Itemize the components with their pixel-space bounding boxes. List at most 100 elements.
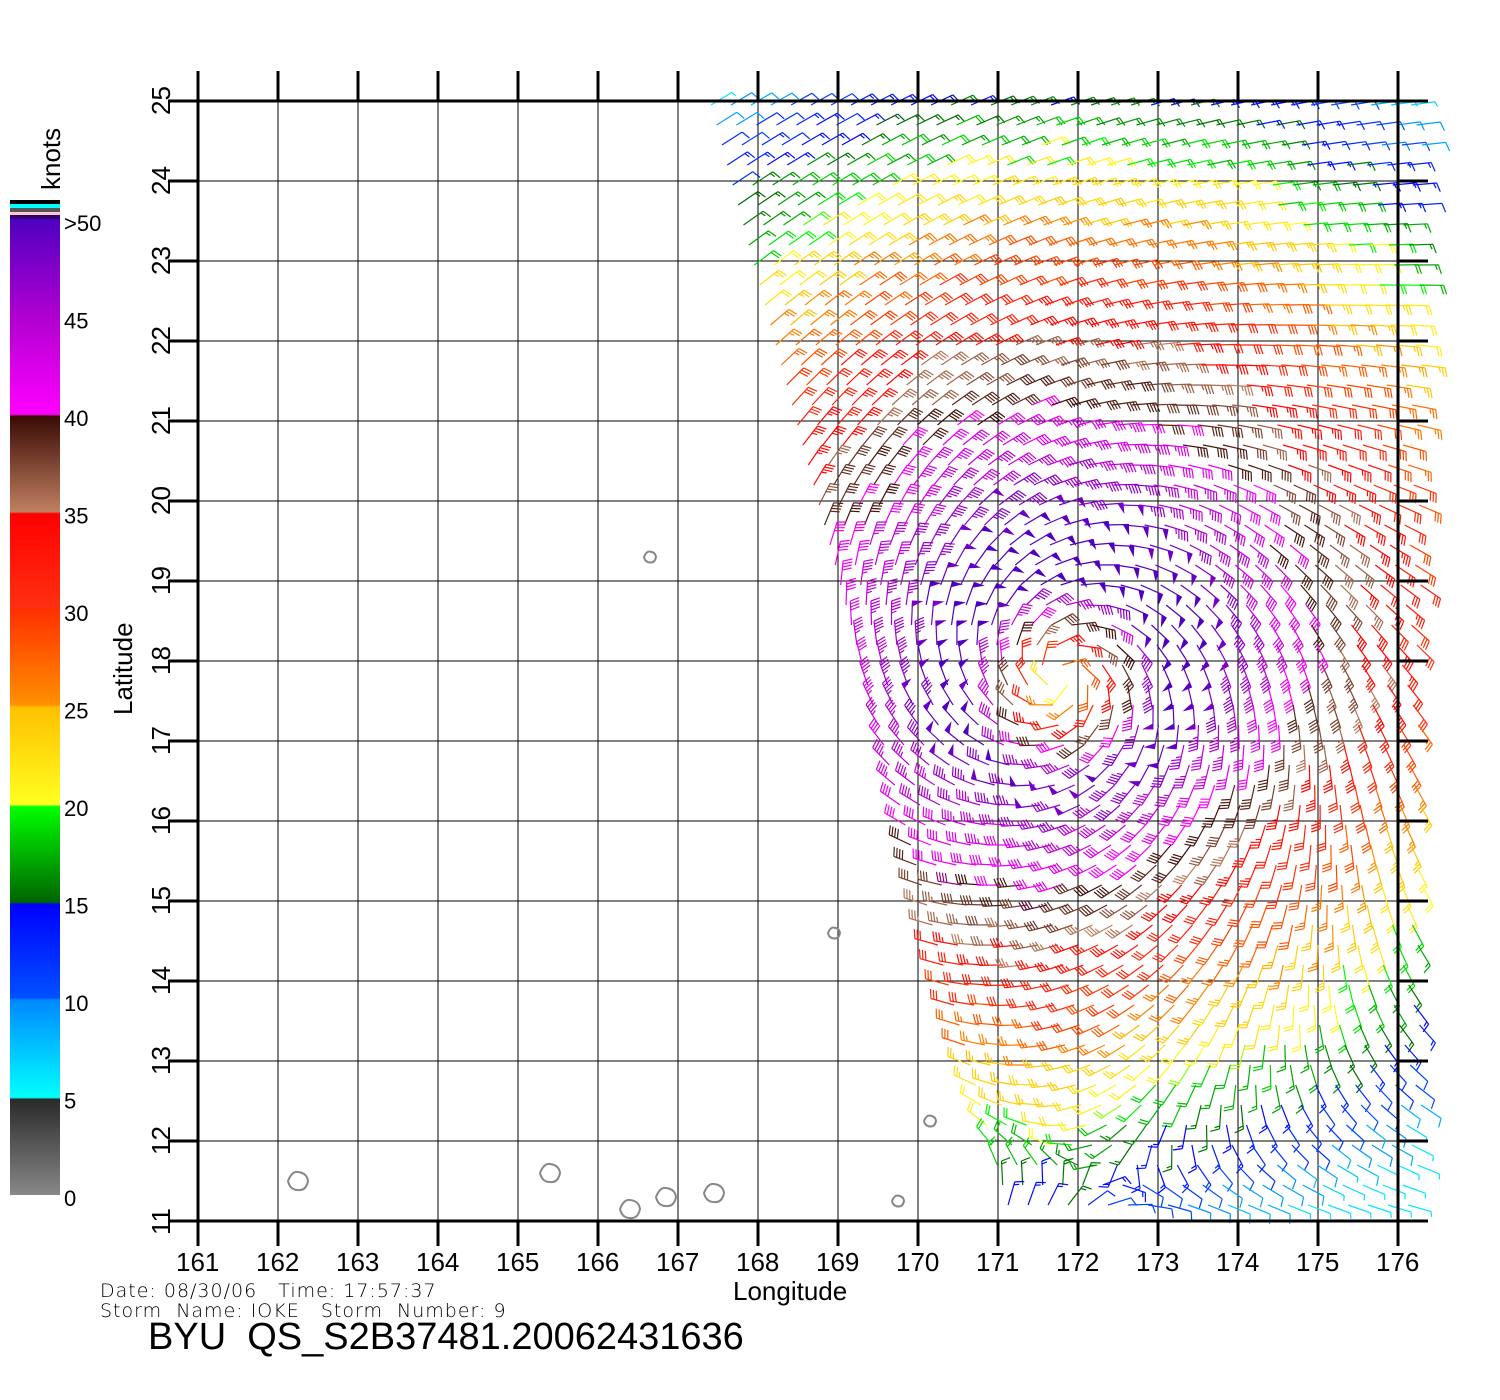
wind-barb	[1273, 484, 1297, 505]
wind-barb	[1075, 724, 1099, 745]
wind-barb	[1078, 744, 1105, 764]
wind-barb-flag	[1141, 723, 1154, 730]
wind-barb	[1408, 464, 1432, 482]
wind-barb	[1278, 504, 1301, 526]
wind-barb	[1050, 316, 1080, 327]
wind-barb	[1037, 415, 1067, 427]
wind-barb	[1037, 196, 1067, 206]
wind-barb	[1260, 584, 1278, 612]
wind-barb	[726, 151, 756, 166]
wind-barb	[1196, 1164, 1212, 1193]
wind-barb	[974, 254, 1003, 266]
wind-barb	[1311, 884, 1323, 913]
wind-barb	[1248, 241, 1278, 252]
wind-barb	[1128, 464, 1156, 475]
wind-barb	[1081, 136, 1111, 147]
wind-barb	[964, 293, 994, 306]
wind-barb	[1023, 920, 1053, 932]
colorbar-label: 40	[64, 406, 88, 431]
wind-barb	[1274, 262, 1303, 273]
wind-barb	[954, 253, 983, 266]
wind-barb	[869, 521, 887, 546]
wind-barb	[1298, 201, 1327, 212]
wind-barb	[890, 597, 901, 626]
wind-barb	[1268, 242, 1298, 252]
wind-barb	[1418, 202, 1447, 213]
wind-barb	[1017, 195, 1047, 206]
wind-barb-flag	[1143, 742, 1156, 750]
wind-barb	[988, 772, 1015, 786]
wind-barb	[1322, 764, 1333, 794]
wind-barb	[1021, 1058, 1051, 1069]
wind-barb-flag	[1072, 556, 1083, 567]
wind-barb	[764, 289, 793, 306]
wind-barb	[1346, 1124, 1365, 1150]
wind-barb	[1391, 624, 1409, 651]
wind-barb-flag	[1045, 532, 1057, 543]
wind-barb	[1130, 320, 1160, 331]
wind-barb	[1355, 804, 1366, 834]
wind-barb	[903, 212, 932, 226]
wind-barb	[1314, 564, 1334, 591]
wind-barb	[922, 806, 946, 826]
colorbar-label: 30	[64, 601, 88, 626]
wind-barb	[1017, 413, 1047, 426]
wind-barb	[827, 444, 852, 466]
wind-barb	[872, 172, 902, 186]
wind-barb	[1135, 1144, 1153, 1170]
wind-barb	[1005, 1136, 1018, 1166]
wind-barb-flag	[958, 658, 969, 669]
wind-barb	[898, 483, 921, 506]
wind-barb	[1061, 764, 1090, 779]
wind-barb-flag	[957, 638, 969, 648]
wind-barb	[1382, 964, 1393, 994]
wind-barb	[1195, 343, 1224, 354]
wind-barb	[1317, 744, 1329, 774]
wind-barb	[1130, 864, 1157, 883]
wind-barb	[1341, 664, 1355, 694]
wind-barb	[994, 254, 1024, 266]
wind-barb	[1142, 684, 1153, 714]
wind-barb	[1185, 1104, 1202, 1130]
wind-barb	[843, 502, 864, 526]
wind-barb	[1185, 984, 1210, 1006]
y-tick-label: 15	[146, 886, 176, 915]
wind-barb	[1093, 1104, 1122, 1119]
wind-barb	[908, 232, 938, 246]
wind-barb	[1238, 200, 1267, 211]
wind-barb-flag	[947, 743, 954, 757]
wind-barbs	[710, 91, 1451, 1224]
wind-barb	[1337, 424, 1363, 441]
wind-barb	[921, 133, 951, 146]
wind-barb	[939, 272, 969, 286]
wind-barb	[876, 113, 906, 126]
wind-barb	[1357, 424, 1383, 441]
x-tick-label: 166	[576, 1247, 619, 1277]
wind-barb	[1316, 824, 1327, 853]
wind-barb	[1356, 644, 1372, 673]
y-tick-label: 13	[146, 1046, 176, 1075]
wind-barb-flag	[1047, 784, 1059, 796]
wind-barb	[1239, 282, 1268, 293]
wind-barb	[1236, 644, 1249, 674]
wind-barb	[1405, 304, 1433, 316]
wind-barb	[1303, 684, 1315, 714]
wind-barb	[821, 132, 851, 146]
wind-barb	[1364, 524, 1386, 547]
wind-barb-flag	[1172, 571, 1179, 585]
island-outline	[286, 1170, 310, 1192]
wind-barb	[997, 195, 1027, 206]
wind-barb	[1268, 464, 1292, 483]
wind-barb	[942, 428, 970, 446]
wind-barb-flag	[1014, 797, 1023, 809]
wind-barb	[1146, 924, 1173, 943]
wind-barb	[1235, 344, 1264, 355]
wind-barb	[1121, 664, 1135, 694]
wind-barb	[981, 725, 1005, 746]
wind-barb	[1308, 242, 1337, 253]
wind-barb	[1133, 1024, 1160, 1042]
wind-barb	[1353, 944, 1364, 974]
wind-barb	[806, 367, 833, 386]
wind-barb	[1038, 901, 1068, 913]
wind-barb	[1276, 844, 1292, 871]
